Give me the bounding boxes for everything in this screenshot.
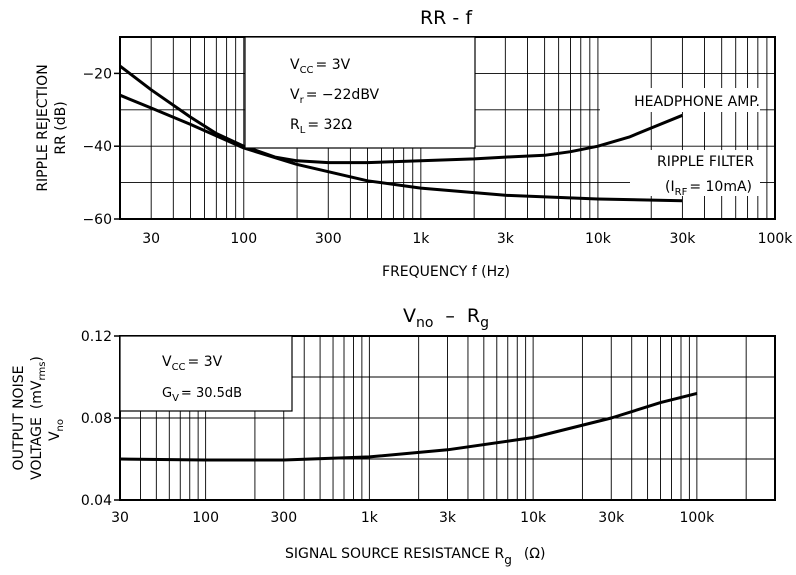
rr-conditions-box xyxy=(244,36,476,149)
vno-x-tick-labels: 30 100 300 1k 3k 10k 30k 100k xyxy=(111,510,715,526)
rr-x-tick-labels: 30 100 300 1k 3k 10k 30k 100k xyxy=(142,231,793,247)
rr-y-axis-label-line2: RR (dB) xyxy=(53,101,69,154)
vno-y-axis-label-line3: Vno xyxy=(47,419,66,441)
y-tick-label: −60 xyxy=(82,212,112,228)
vno-chart-title: Vno – Rg xyxy=(403,305,489,331)
vno-curves xyxy=(119,391,698,462)
rr-condition-vcc: VCC = 3V xyxy=(290,57,351,76)
vno-condition-gv: GV = 30.5dB xyxy=(162,386,242,404)
y-tick-label: 0.12 xyxy=(81,329,112,345)
vno-x-axis-label: SIGNAL SOURCE RESISTANCE Rg (Ω) xyxy=(285,546,545,567)
x-tick-label: 100k xyxy=(679,510,715,526)
vno-y-axis-label-line2: VOLTAGE(mVrms) xyxy=(29,356,48,480)
x-tick-label: 10k xyxy=(585,231,612,247)
vno-y-axis-label-line1: OUTPUT NOISE xyxy=(11,366,27,471)
rr-chart-title: RR - f xyxy=(420,7,473,29)
series-label-ripple-filter: RIPPLE FILTER xyxy=(657,154,754,170)
x-tick-label: 1k xyxy=(412,231,430,247)
rr-x-axis-label: FREQUENCY f (Hz) xyxy=(382,264,510,280)
y-tick-label: 0.08 xyxy=(81,411,112,427)
x-tick-label: 3k xyxy=(439,510,457,526)
x-tick-label: 30 xyxy=(142,231,160,247)
series-label-ripple-filter-current: (IRF = 10mA) xyxy=(665,179,752,198)
vno-y-tick-labels: 0.04 0.08 0.12 xyxy=(81,329,120,509)
x-tick-label: 10k xyxy=(520,510,547,526)
rr-condition-vr: Vr = −22dBV xyxy=(290,87,379,106)
y-tick-label: −20 xyxy=(82,66,112,82)
x-tick-label: 1k xyxy=(361,510,379,526)
x-tick-label: 100 xyxy=(192,510,219,526)
x-tick-label: 30 xyxy=(111,510,129,526)
x-tick-label: 30k xyxy=(669,231,696,247)
rr-condition-rl: RL = 32Ω xyxy=(290,117,352,136)
series-label-headphone-amp: HEADPHONE AMP. xyxy=(634,94,760,110)
ripple-label-bg xyxy=(630,150,760,196)
x-tick-label: 100k xyxy=(758,231,794,247)
y-tick-label: 0.04 xyxy=(81,493,112,509)
chart-rr-f: RR - f −20−40−60 30 100 300 1k 3k 10k 30k 100k … xyxy=(35,7,793,280)
x-tick-label: 30k xyxy=(598,510,625,526)
x-tick-label: 3k xyxy=(497,231,515,247)
headphone-label-bg xyxy=(600,88,760,112)
series-line-1 xyxy=(119,93,683,203)
rr-y-tick-labels: −20 −40 −60 xyxy=(82,66,120,228)
x-tick-label: 300 xyxy=(270,510,297,526)
rr-y-axis-label-line1: RIPPLE REJECTION xyxy=(35,64,51,191)
vno-condition-vcc: VCC = 3V xyxy=(162,354,223,373)
series-line-0 xyxy=(119,64,683,165)
chart-vno-rg: Vno – Rg 0.04 0.08 0.12 30 100 300 1k 3k 10k 30k 10… xyxy=(11,305,776,567)
x-tick-label: 300 xyxy=(315,231,342,247)
y-tick-label: −40 xyxy=(82,139,112,155)
rr-curves xyxy=(119,64,683,203)
series-line-0 xyxy=(119,391,698,462)
vno-conditions-box xyxy=(119,335,293,412)
x-tick-label: 100 xyxy=(230,231,257,247)
